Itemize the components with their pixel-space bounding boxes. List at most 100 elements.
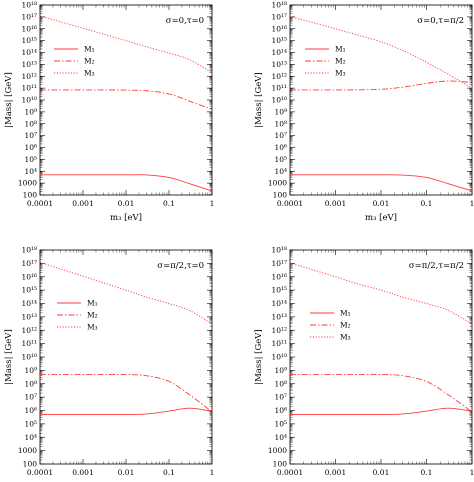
y-tick-label: 10¹¹ bbox=[21, 339, 37, 348]
y-tick-label: 10¹⁰ bbox=[271, 96, 287, 105]
y-tick-label: 10¹⁴ bbox=[271, 299, 287, 308]
series-line-m1 bbox=[290, 407, 473, 416]
y-tick-label: 10¹⁰ bbox=[21, 96, 37, 105]
y-tick-label: 10¹⁶ bbox=[21, 24, 37, 33]
series-line-m1 bbox=[40, 407, 213, 416]
series-line-m2 bbox=[289, 80, 473, 91]
series-line-m3 bbox=[289, 262, 473, 325]
y-tick-label: 1000 bbox=[268, 446, 287, 455]
x-tick-label: 0.1 bbox=[421, 199, 433, 208]
series-line-m3 bbox=[39, 15, 213, 74]
legend-label-m2: M₂ bbox=[84, 57, 95, 66]
y-tick-label: 10¹³ bbox=[21, 312, 37, 321]
y-tick-label: 10¹⁶ bbox=[271, 272, 287, 281]
x-tick-label: 0.0001 bbox=[277, 468, 303, 477]
series-line-m3 bbox=[289, 15, 473, 89]
y-axis-label: |Mass| [GeV] bbox=[254, 72, 264, 128]
y-tick-label: 10¹⁸ bbox=[21, 246, 37, 255]
x-tick-label: 1 bbox=[470, 199, 474, 208]
series-line-m1 bbox=[290, 174, 473, 192]
panel-annotation: σ=π/2,τ=π/2 bbox=[409, 261, 464, 271]
x-axis-label: m₃ [eV] bbox=[110, 213, 142, 223]
y-tick-label: 10¹⁷ bbox=[271, 259, 287, 268]
y-tick-label: 10¹¹ bbox=[21, 84, 37, 93]
legend-label-m3: M₃ bbox=[87, 323, 98, 332]
panel-annotation: σ=π/2,τ=0 bbox=[157, 261, 204, 271]
x-tick-label: 0.01 bbox=[373, 468, 390, 477]
legend-label-m1: M₁ bbox=[340, 309, 351, 318]
legend-label-m3: M₃ bbox=[335, 69, 346, 78]
panel-annotation: σ=0,τ=0 bbox=[166, 16, 204, 26]
y-tick-label: 10¹⁷ bbox=[271, 12, 287, 21]
x-tick-label: 0.001 bbox=[72, 468, 93, 477]
y-tick-label: 10¹⁵ bbox=[271, 286, 287, 295]
y-tick-label: 10⁶ bbox=[274, 143, 287, 152]
y-tick-label: 10¹² bbox=[21, 326, 37, 335]
x-tick-label: 0.01 bbox=[118, 199, 135, 208]
y-tick-label: 10¹⁴ bbox=[21, 299, 37, 308]
x-tick-label: 0.0001 bbox=[27, 199, 53, 208]
plot-frame bbox=[39, 249, 213, 465]
series-line-m2 bbox=[39, 89, 213, 110]
y-tick-label: 10⁸ bbox=[274, 379, 287, 388]
y-tick-label: 10⁴ bbox=[274, 167, 287, 176]
y-tick-label: 10⁹ bbox=[274, 107, 287, 116]
y-tick-label: 10¹² bbox=[21, 72, 37, 81]
y-tick-label: 10⁵ bbox=[274, 419, 287, 428]
y-axis-label: |Mass| [GeV] bbox=[4, 72, 14, 128]
x-tick-label: 0.001 bbox=[72, 199, 93, 208]
y-tick-label: 100 bbox=[23, 191, 38, 200]
y-tick-label: 10¹⁵ bbox=[21, 286, 37, 295]
y-tick-label: 10¹⁵ bbox=[271, 36, 287, 45]
y-tick-label: 10¹⁰ bbox=[21, 353, 37, 362]
x-tick-label: 1 bbox=[210, 468, 215, 477]
x-tick-label: 0.0001 bbox=[277, 199, 303, 208]
y-axis-label: |Mass| [GeV] bbox=[254, 329, 264, 385]
legend-label-m1: M₁ bbox=[335, 45, 346, 54]
y-tick-label: 10⁹ bbox=[24, 107, 37, 116]
x-tick-label: 0.1 bbox=[163, 468, 175, 477]
y-tick-label: 100 bbox=[273, 191, 288, 200]
y-tick-label: 10⁶ bbox=[24, 143, 37, 152]
y-tick-label: 10¹⁸ bbox=[271, 1, 287, 10]
y-tick-label: 10¹¹ bbox=[271, 339, 287, 348]
y-tick-label: 10⁶ bbox=[24, 406, 37, 415]
x-tick-label: 0.01 bbox=[118, 468, 135, 477]
x-tick-label: 1 bbox=[470, 468, 474, 477]
legend-label-m2: M₂ bbox=[87, 311, 98, 320]
panel-annotation: σ=0,τ=π/2 bbox=[417, 16, 464, 26]
legend-label-m2: M₂ bbox=[335, 57, 346, 66]
x-tick-label: 0.001 bbox=[325, 199, 346, 208]
y-tick-label: 10⁴ bbox=[24, 167, 37, 176]
y-tick-label: 10¹⁶ bbox=[271, 24, 287, 33]
legend-label-m3: M₃ bbox=[84, 69, 95, 78]
y-tick-label: 10¹⁸ bbox=[271, 246, 287, 255]
y-tick-label: 10¹⁷ bbox=[21, 12, 37, 21]
y-tick-label: 10¹⁰ bbox=[271, 353, 287, 362]
y-tick-label: 1000 bbox=[18, 446, 37, 455]
y-tick-label: 10¹⁸ bbox=[21, 1, 37, 10]
x-axis-label: m₃ [eV] bbox=[365, 213, 397, 223]
y-tick-label: 10⁹ bbox=[24, 366, 37, 375]
y-tick-label: 10⁹ bbox=[274, 366, 287, 375]
legend-label-m3: M₃ bbox=[340, 333, 351, 342]
y-tick-label: 10⁷ bbox=[24, 393, 37, 402]
y-tick-label: 10¹⁷ bbox=[21, 259, 37, 268]
y-tick-label: 10⁴ bbox=[24, 433, 37, 442]
y-tick-label: 10¹¹ bbox=[271, 84, 287, 93]
plot-frame bbox=[289, 249, 473, 465]
chart-panel-1: 100 1000 10⁴ 10⁵ 10⁶ 10⁷ 10⁸ 10⁹ 10¹⁰ 10¹¹ 10¹² 10¹… bbox=[4, 1, 214, 224]
y-tick-label: 10⁷ bbox=[274, 131, 287, 140]
chart-panel-2: 100 1000 10⁴ 10⁵ 10⁶ 10⁷ 10⁸ 10⁹ 10¹⁰ 10¹¹ 10¹² 10¹… bbox=[254, 1, 474, 224]
y-tick-label: 10⁸ bbox=[274, 119, 287, 128]
y-tick-label: 10¹² bbox=[271, 326, 287, 335]
x-tick-label: 0.1 bbox=[163, 199, 175, 208]
y-tick-label: 10¹⁴ bbox=[271, 48, 287, 57]
legend-label-m1: M₁ bbox=[84, 45, 95, 54]
y-tick-label: 10⁸ bbox=[24, 379, 37, 388]
y-tick-label: 10⁸ bbox=[24, 119, 37, 128]
legend-label-m1: M₁ bbox=[87, 299, 98, 308]
y-tick-label: 10¹³ bbox=[271, 312, 287, 321]
x-tick-label: 0.0001 bbox=[27, 468, 53, 477]
